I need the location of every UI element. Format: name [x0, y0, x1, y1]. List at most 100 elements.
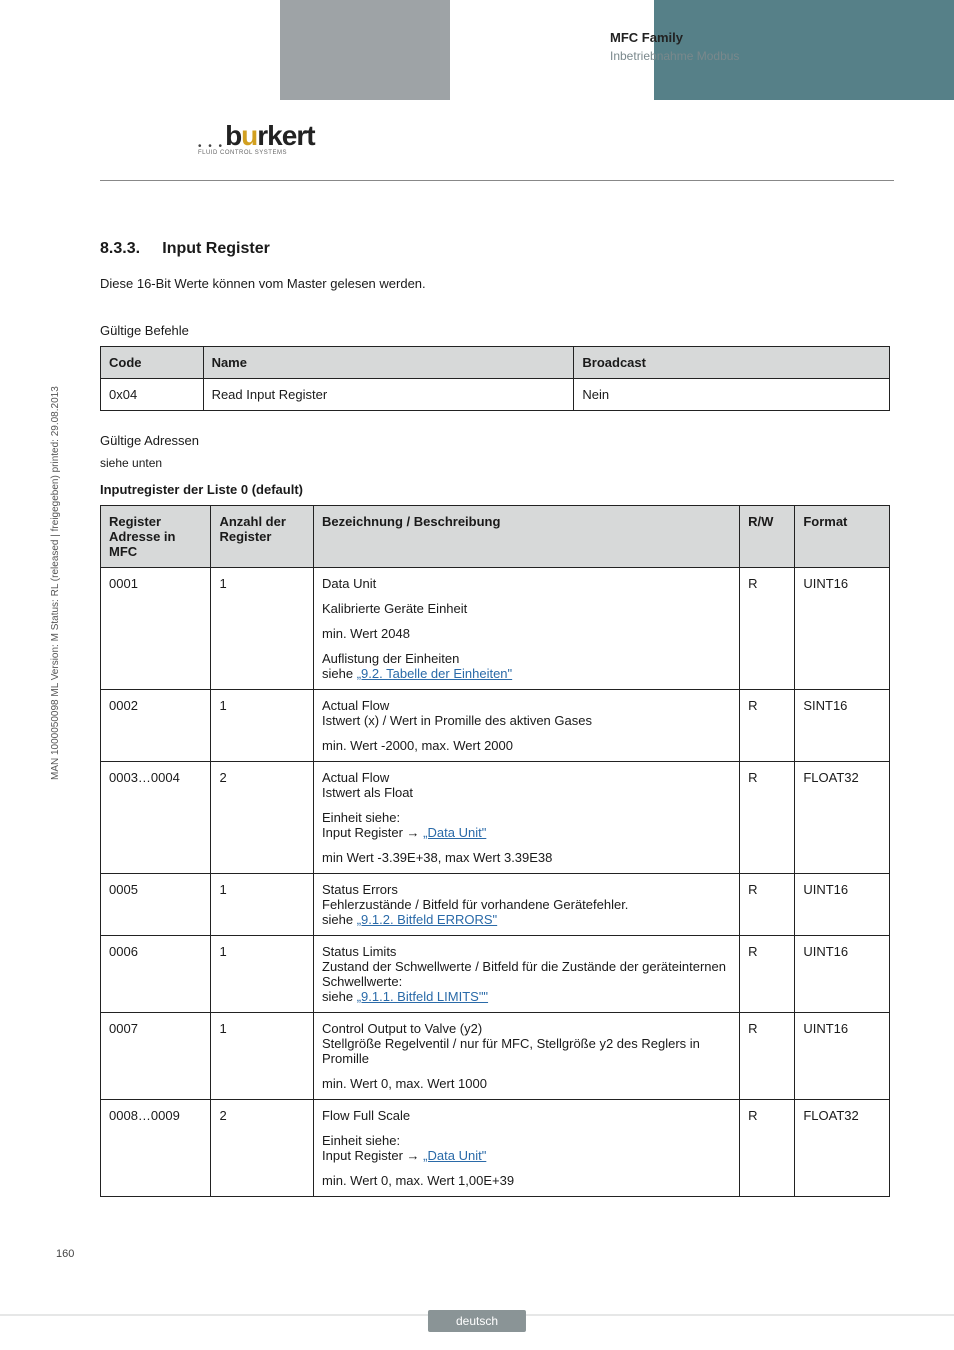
cell-addr: 0007 [101, 1013, 211, 1100]
table-row: 0008…00092 Flow Full Scale Einheit siehe:I… [101, 1100, 890, 1197]
doc-link[interactable]: „9.2. Tabelle der Einheiten" [357, 666, 512, 681]
cell-format: UINT16 [795, 936, 890, 1013]
cell-desc: Actual FlowIstwert als Float Einheit sieh… [314, 762, 740, 874]
section-title: Input Register [162, 240, 270, 257]
cell-count: 2 [211, 762, 314, 874]
desc-line: min. Wert 0, max. Wert 1000 [322, 1076, 731, 1091]
desc-line: Flow Full Scale [322, 1108, 731, 1123]
cell-addr: 0002 [101, 690, 211, 762]
section-intro: Diese 16-Bit Werte können vom Master gel… [100, 276, 890, 291]
list-heading: Inputregister der Liste 0 (default) [100, 482, 890, 497]
cell-addr: 0008…0009 [101, 1100, 211, 1197]
cell-format: SINT16 [795, 690, 890, 762]
col-rw: R/W [740, 506, 795, 568]
cell-rw: R [740, 1013, 795, 1100]
desc-line: Data Unit [322, 576, 731, 591]
side-meta-text: MAN 1000050098 ML Version: M Status: RL … [50, 386, 61, 780]
desc-line: Actual FlowIstwert als Float [322, 770, 731, 800]
table-row: 00011 Data Unit Kalibrierte Geräte Einheit… [101, 568, 890, 690]
desc-line: min. Wert 2048 [322, 626, 731, 641]
logo-tagline: FLUID CONTROL SYSTEMS [198, 150, 343, 156]
table-row: 00021 Actual FlowIstwert (x) / Wert in Pr… [101, 690, 890, 762]
doc-link[interactable]: „Data Unit" [423, 825, 486, 840]
logo: • • • burkert FLUID CONTROL SYSTEMS [198, 120, 343, 156]
section-number: 8.3.3. [100, 240, 140, 257]
footer-language-pill: deutsch [428, 1310, 526, 1332]
addresses-sub: siehe unten [100, 456, 890, 470]
commands-table: Code Name Broadcast 0x04 Read Input Regi… [100, 346, 890, 411]
table-row: 00051Status ErrorsFehlerzustände / Bitfe… [101, 874, 890, 936]
cell-desc: Status ErrorsFehlerzustände / Bitfeld fü… [314, 874, 740, 936]
desc-line: Einheit siehe:Input Register → „Data Uni… [322, 1133, 731, 1163]
registers-table: Register Adresse in MFC Anzahl der Regis… [100, 505, 890, 1197]
doc-link[interactable]: „9.1.1. Bitfeld LIMITS"" [357, 989, 488, 1004]
table-row: 0x04 Read Input Register Nein [101, 379, 890, 411]
header-divider [100, 180, 894, 181]
table-row: 0003…00042 Actual FlowIstwert als Float Ei… [101, 762, 890, 874]
cell-count: 1 [211, 568, 314, 690]
cell-desc: Actual FlowIstwert (x) / Wert in Promill… [314, 690, 740, 762]
cell-addr: 0001 [101, 568, 211, 690]
table-header-row: Code Name Broadcast [101, 347, 890, 379]
desc-line: min. Wert 0, max. Wert 1,00E+39 [322, 1173, 731, 1188]
logo-text: burkert [225, 120, 314, 152]
header-text: MFC Family Inbetriebnahme Modbus [610, 30, 739, 63]
desc-line: Kalibrierte Geräte Einheit [322, 601, 731, 616]
cell-format: UINT16 [795, 568, 890, 690]
table-header-row: Register Adresse in MFC Anzahl der Regis… [101, 506, 890, 568]
cell-broadcast: Nein [574, 379, 890, 411]
desc-line: Control Output to Valve (y2)Stellgröße R… [322, 1021, 731, 1066]
header-blocks [0, 0, 954, 120]
cell-desc: Flow Full Scale Einheit siehe:Input Regis… [314, 1100, 740, 1197]
commands-caption: Gültige Befehle [100, 323, 890, 338]
col-name: Name [203, 347, 574, 379]
cell-rw: R [740, 936, 795, 1013]
header-title: MFC Family [610, 30, 739, 45]
cell-code: 0x04 [101, 379, 204, 411]
cell-desc: Control Output to Valve (y2)Stellgröße R… [314, 1013, 740, 1100]
col-addr: Register Adresse in MFC [101, 506, 211, 568]
desc-line: Auflistung der Einheitensiehe „9.2. Tabe… [322, 651, 731, 681]
main-content: 8.3.3. Input Register Diese 16-Bit Werte… [100, 240, 890, 1197]
cell-count: 1 [211, 1013, 314, 1100]
header-subtitle: Inbetriebnahme Modbus [610, 49, 739, 63]
cell-name: Read Input Register [203, 379, 574, 411]
cell-format: FLOAT32 [795, 1100, 890, 1197]
section-heading: 8.3.3. Input Register [100, 240, 890, 258]
header-gray-block [280, 0, 450, 100]
col-code: Code [101, 347, 204, 379]
cell-rw: R [740, 690, 795, 762]
cell-count: 1 [211, 874, 314, 936]
cell-count: 1 [211, 690, 314, 762]
cell-format: UINT16 [795, 1013, 890, 1100]
cell-addr: 0006 [101, 936, 211, 1013]
table-row: 00071Control Output to Valve (y2)Stellgr… [101, 1013, 890, 1100]
footer: deutsch [0, 1290, 954, 1350]
cell-rw: R [740, 1100, 795, 1197]
col-format: Format [795, 506, 890, 568]
doc-link[interactable]: „9.1.2. Bitfeld ERRORS" [357, 912, 497, 927]
desc-line: min. Wert -2000, max. Wert 2000 [322, 738, 731, 753]
table-row: 00061Status LimitsZustand der Schwellwer… [101, 936, 890, 1013]
col-broadcast: Broadcast [574, 347, 890, 379]
desc-line: Actual FlowIstwert (x) / Wert in Promill… [322, 698, 731, 728]
cell-format: UINT16 [795, 874, 890, 936]
cell-count: 2 [211, 1100, 314, 1197]
cell-addr: 0003…0004 [101, 762, 211, 874]
desc-line: Status ErrorsFehlerzustände / Bitfeld fü… [322, 882, 731, 927]
page-number: 160 [56, 1248, 74, 1260]
cell-rw: R [740, 568, 795, 690]
addresses-heading: Gültige Adressen [100, 433, 890, 448]
cell-rw: R [740, 874, 795, 936]
cell-rw: R [740, 762, 795, 874]
desc-line: Einheit siehe:Input Register → „Data Uni… [322, 810, 731, 840]
desc-line: min Wert -3.39E+38, max Wert 3.39E38 [322, 850, 731, 865]
desc-line: Status LimitsZustand der Schwellwerte / … [322, 944, 731, 1004]
doc-link[interactable]: „Data Unit" [423, 1148, 486, 1163]
cell-addr: 0005 [101, 874, 211, 936]
cell-count: 1 [211, 936, 314, 1013]
cell-format: FLOAT32 [795, 762, 890, 874]
col-desc: Bezeichnung / Beschreibung [314, 506, 740, 568]
col-count: Anzahl der Register [211, 506, 314, 568]
cell-desc: Data Unit Kalibrierte Geräte Einheit min. … [314, 568, 740, 690]
